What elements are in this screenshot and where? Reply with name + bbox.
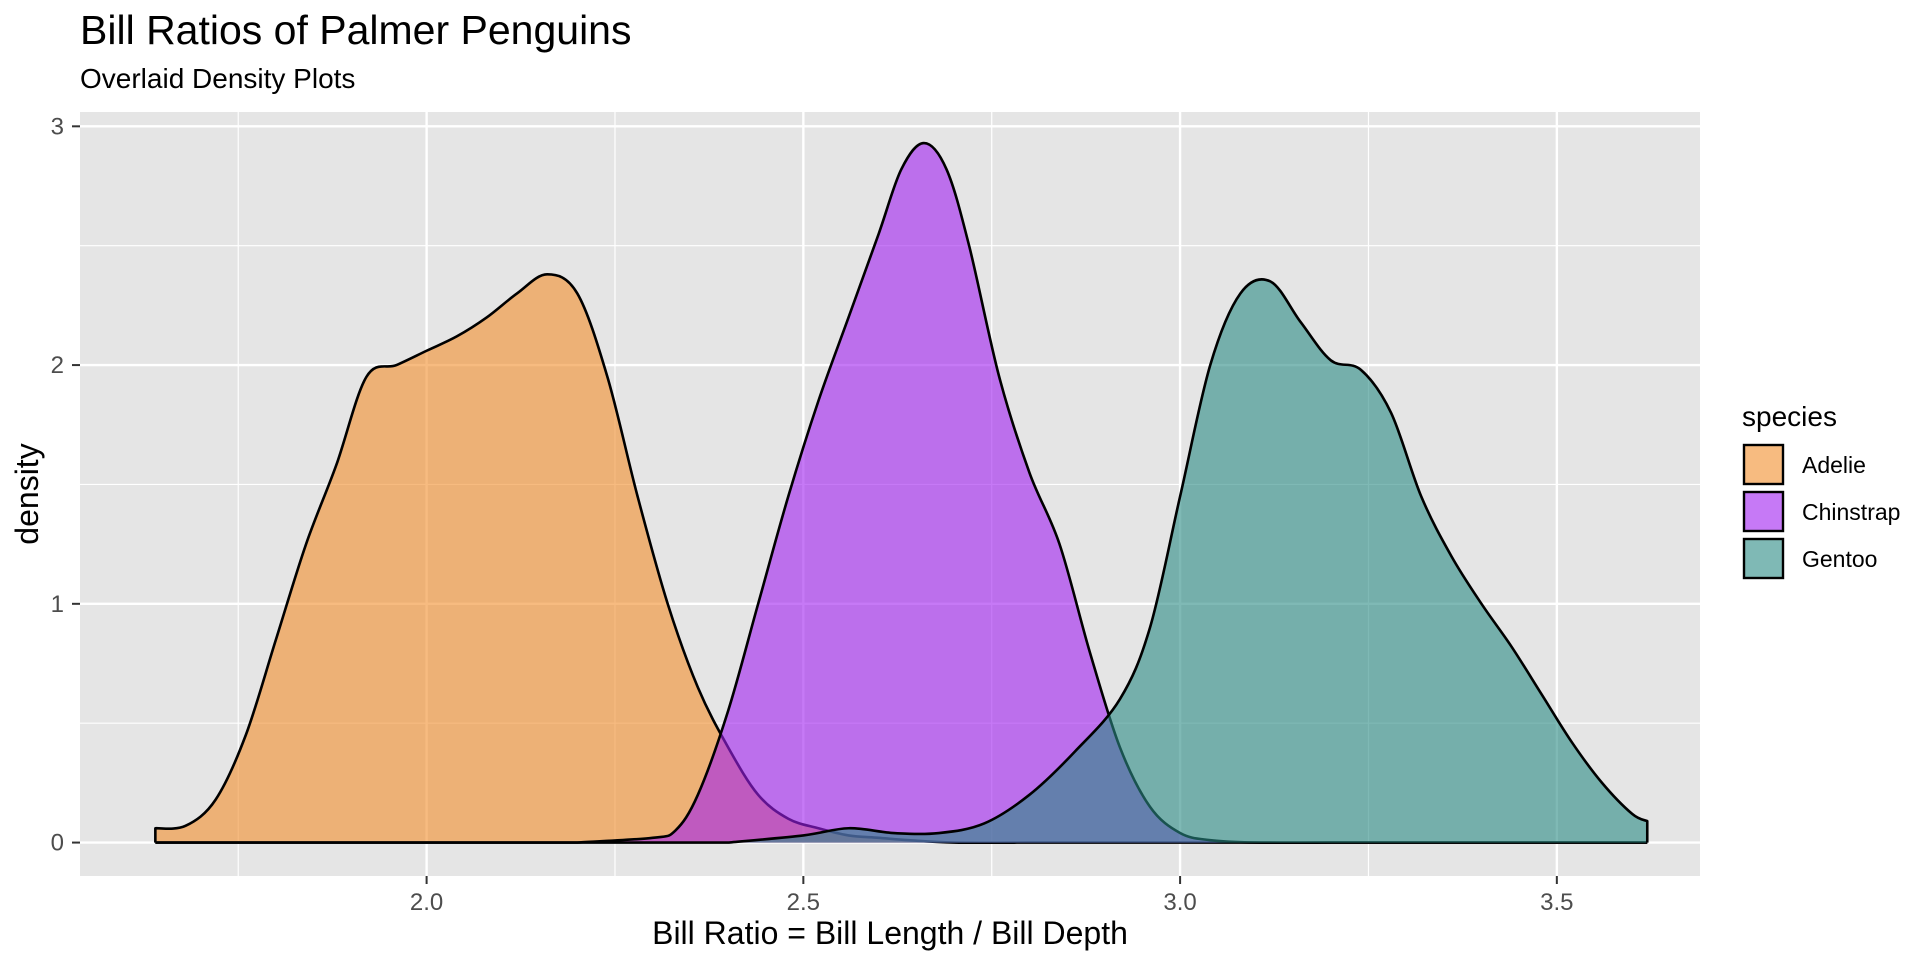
chart-subtitle: Overlaid Density Plots (80, 63, 355, 94)
legend-label-chinstrap: Chinstrap (1802, 499, 1900, 525)
density-areas (154, 141, 1649, 845)
y-axis-title: density (9, 443, 45, 544)
x-tick-label: 3.0 (1163, 889, 1196, 916)
x-tick-label: 3.5 (1540, 889, 1573, 916)
density-area-gentoo (155, 279, 1648, 843)
x-axis-title: Bill Ratio = Bill Length / Bill Depth (652, 915, 1128, 951)
legend: species Adelie Chinstrap Gentoo (1742, 401, 1900, 580)
density-area-adelie (155, 274, 1648, 843)
legend-label-adelie: Adelie (1802, 452, 1866, 478)
y-tick-label: 3 (51, 113, 64, 140)
legend-key-chinstrap (1742, 490, 1785, 533)
y-axis: 0 1 2 3 (51, 113, 80, 857)
y-tick-label: 1 (51, 591, 64, 618)
x-axis: 2.0 2.5 3.0 3.5 (410, 876, 1574, 916)
y-tick-label: 2 (51, 352, 64, 379)
legend-label-gentoo: Gentoo (1802, 546, 1877, 572)
y-tick-label: 0 (51, 830, 64, 857)
density-area-chinstrap (155, 143, 1648, 843)
chart-title: Bill Ratios of Palmer Penguins (80, 7, 631, 53)
legend-key-adelie (1742, 443, 1785, 486)
x-tick-label: 2.0 (410, 889, 443, 916)
x-tick-label: 2.5 (787, 889, 820, 916)
legend-key-gentoo (1742, 537, 1785, 580)
legend-title: species (1742, 401, 1837, 432)
density-line-gentoo (155, 278, 1649, 844)
